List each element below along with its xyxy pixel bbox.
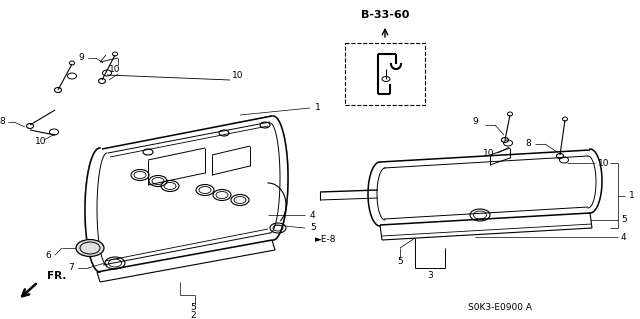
Text: 5: 5 (621, 216, 627, 225)
Text: 10: 10 (232, 71, 244, 80)
Ellipse shape (76, 240, 104, 256)
Text: B-33-60: B-33-60 (361, 10, 409, 20)
Text: 3: 3 (427, 271, 433, 280)
Text: 10: 10 (483, 150, 494, 159)
Text: 7: 7 (68, 263, 74, 272)
Text: 1: 1 (315, 102, 321, 112)
Text: 9: 9 (78, 53, 84, 62)
Text: 10: 10 (35, 137, 47, 145)
Text: ►E-8: ►E-8 (315, 235, 337, 244)
Text: FR.: FR. (47, 271, 67, 281)
Text: 4: 4 (310, 211, 316, 219)
Text: 10: 10 (109, 65, 121, 75)
Text: 10: 10 (598, 159, 609, 167)
Text: 5: 5 (190, 303, 196, 313)
Text: 9: 9 (472, 117, 478, 127)
Text: 2: 2 (190, 310, 196, 319)
Text: 8: 8 (525, 138, 531, 147)
Text: S0K3-E0900 A: S0K3-E0900 A (468, 303, 532, 313)
Text: 1: 1 (629, 191, 635, 201)
Text: 4: 4 (621, 233, 627, 241)
Text: 5: 5 (310, 224, 316, 233)
Text: 5: 5 (397, 256, 403, 265)
Text: 6: 6 (45, 250, 51, 259)
Polygon shape (85, 116, 288, 272)
Text: 8: 8 (0, 116, 5, 125)
